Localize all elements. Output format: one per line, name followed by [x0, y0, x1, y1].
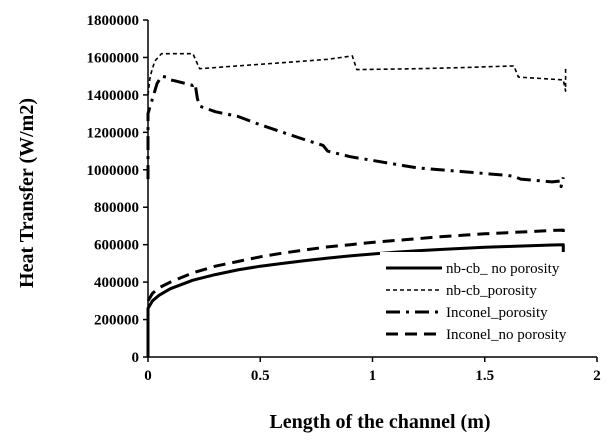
y-tick-label: 800000	[94, 200, 139, 216]
legend-label-3: Inconel_porosity	[446, 305, 548, 321]
y-tick-label: 1800000	[87, 13, 140, 29]
x-axis-title: Length of the channel (m)	[269, 411, 490, 433]
y-tick-label: 1600000	[87, 50, 140, 66]
y-axis-title: Heat Transfer (W/m2)	[16, 98, 38, 288]
y-axis-ticks: 0 200000 400000 600000 800000 1000000 1200000 1…	[87, 13, 148, 366]
y-tick-label: 400000	[94, 275, 139, 291]
y-tick-label: 1200000	[87, 125, 140, 141]
y-tick-label: 1000000	[87, 163, 140, 179]
plot-area: 0 0.5 1 1.5 2 0 200000 400000 600000 800000 10000…	[87, 13, 601, 384]
legend-label-4: Inconel_no porosity	[446, 327, 567, 343]
legend: nb-cb_ no porosity nb-cb_porosity Inconel_…	[380, 252, 614, 350]
y-tick-label: 0	[132, 350, 140, 366]
y-tick-label: 600000	[94, 238, 139, 254]
series-line-1	[146, 243, 565, 357]
series-line-2	[147, 52, 567, 95]
y-tick-label: 1400000	[87, 88, 140, 104]
series-lines	[146, 52, 567, 357]
legend-label-1: nb-cb_ no porosity	[446, 261, 560, 277]
legend-label-2: nb-cb_porosity	[446, 283, 537, 299]
x-axis-ticks: 0 0.5 1 1.5 2	[144, 357, 601, 384]
x-tick-label: 0	[144, 368, 152, 384]
y-tick-label: 200000	[94, 313, 139, 329]
series-line-3	[146, 74, 565, 189]
x-tick-label: 1	[369, 368, 377, 384]
x-tick-label: 2	[593, 368, 601, 384]
x-tick-label: 0.5	[251, 368, 270, 384]
x-tick-label: 1.5	[475, 368, 494, 384]
series-line-4	[146, 228, 565, 302]
